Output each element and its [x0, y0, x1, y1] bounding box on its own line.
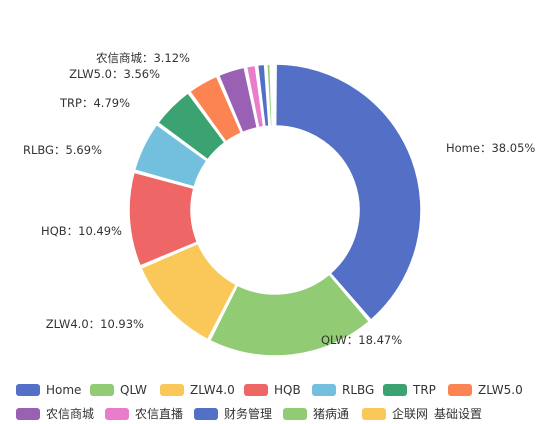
pie-slice-11[interactable] [271, 63, 276, 127]
pie-slice-3[interactable] [128, 171, 199, 267]
pie-slice-5[interactable] [157, 92, 226, 161]
slice-label-1: QLW：18.47% [321, 333, 402, 347]
legend-label: 农信直播 [135, 407, 183, 420]
legend-item-9[interactable]: 财务管理 [194, 406, 272, 421]
legend-swatch [16, 408, 40, 420]
legend-swatch [362, 408, 386, 420]
legend-item-4[interactable]: RLBG [312, 383, 374, 397]
legend-label: 财务管理 [224, 406, 272, 420]
legend-swatch [16, 384, 40, 396]
slice-label-3: HQB：10.49% [41, 224, 122, 238]
pie-slice-8[interactable] [245, 64, 265, 129]
legend-label: Home [46, 383, 81, 397]
legend-label: TRP [412, 383, 436, 397]
pie-slice-10[interactable] [266, 63, 273, 127]
legend-swatch [312, 384, 336, 396]
slice-label-7: 农信商城：3.12% [96, 51, 190, 65]
slice-label-2: ZLW4.0：10.93% [46, 317, 144, 331]
legend-swatch [90, 384, 114, 396]
legend-swatch [244, 384, 268, 396]
slice-label-0: Home：38.05% [446, 141, 535, 155]
pie-slice-1[interactable] [209, 273, 370, 357]
legend-item-5[interactable]: TRP [383, 383, 436, 397]
legend-label: ZLW4.0 [190, 383, 235, 397]
legend-swatch [160, 384, 184, 396]
legend-label: QLW [120, 383, 147, 397]
legend-label: HQB [274, 383, 301, 397]
pie-slice-9[interactable] [256, 63, 270, 128]
legend-swatch [383, 384, 407, 396]
pie-slice-2[interactable] [140, 242, 238, 341]
pie-slice-6[interactable] [188, 75, 243, 143]
slice-label-5: TRP：4.79% [59, 96, 130, 110]
legend-item-7[interactable]: 农信商城 [16, 406, 94, 421]
legend-label: ZLW5.0 [478, 383, 523, 397]
legend-item-3[interactable]: HQB [244, 383, 301, 397]
pie-slice-0[interactable] [274, 63, 422, 321]
legend-item-10[interactable]: 猪病通 [283, 406, 349, 421]
pie-slice-4[interactable] [133, 123, 208, 188]
legend-item-0[interactable]: Home [16, 383, 81, 397]
legend-label: 猪病通 [313, 406, 349, 420]
legend-label: RLBG [342, 383, 374, 397]
legend-swatch [283, 408, 307, 420]
legend-label: 企联网_基础设置 [392, 406, 482, 420]
legend-item-1[interactable]: QLW [90, 383, 147, 397]
legend-swatch [105, 408, 129, 420]
slice-label-6: ZLW5.0：3.56% [69, 67, 160, 81]
legend-item-2[interactable]: ZLW4.0 [160, 383, 235, 397]
legend-item-8[interactable]: 农信直播 [105, 407, 183, 421]
legend-label: 农信商城 [46, 406, 94, 420]
legend-item-11[interactable]: 企联网_基础设置 [362, 406, 482, 421]
legend-swatch [194, 408, 218, 420]
legend-swatch [448, 384, 472, 396]
legend-item-6[interactable]: ZLW5.0 [448, 383, 523, 397]
slice-label-4: RLBG：5.69% [23, 143, 102, 157]
pie-slice-7[interactable] [217, 66, 259, 134]
